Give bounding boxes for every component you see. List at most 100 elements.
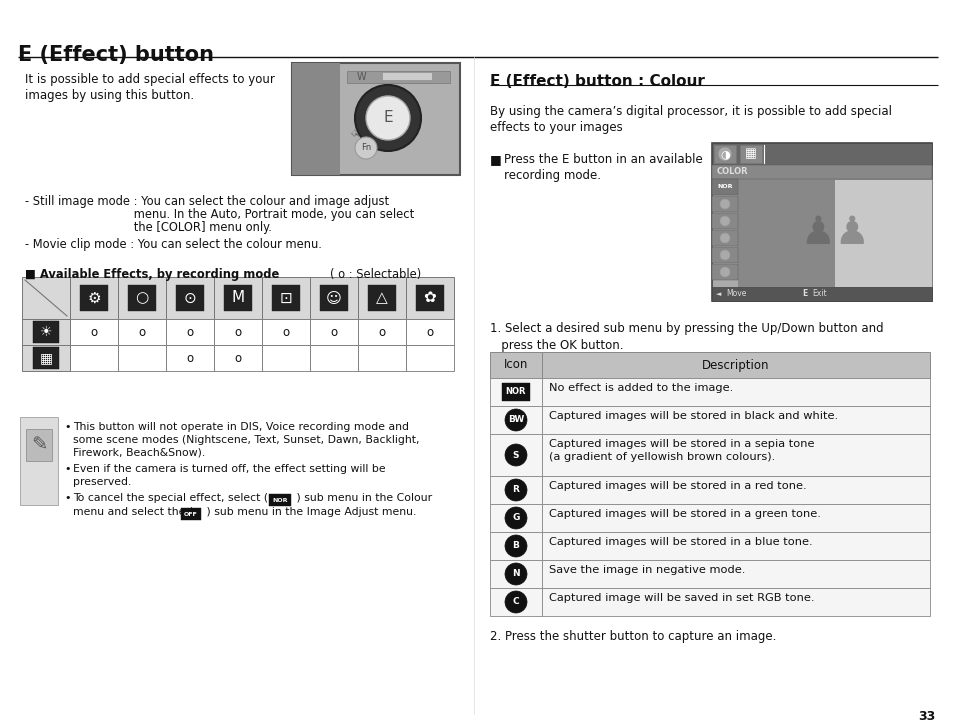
Text: It is possible to add special effects to your
images by using this button.: It is possible to add special effects to… — [25, 73, 274, 102]
Bar — [22, 319, 70, 345]
Text: NOR: NOR — [272, 498, 288, 503]
Bar — [713, 145, 735, 163]
Text: S: S — [512, 451, 518, 459]
Text: ☞: ☞ — [347, 128, 360, 142]
Bar — [416, 285, 443, 311]
Text: ✿: ✿ — [423, 290, 436, 305]
Text: Save the image in negative mode.: Save the image in negative mode. — [548, 565, 744, 575]
Text: Icon: Icon — [503, 359, 528, 372]
Text: Even if the camera is turned off, the effect setting will be
preserved.: Even if the camera is turned off, the ef… — [73, 464, 385, 487]
Bar — [541, 588, 929, 616]
Bar — [490, 532, 541, 560]
Text: 1. Select a desired sub menu by pressing the Up/Down button and
   press the OK : 1. Select a desired sub menu by pressing… — [490, 322, 882, 351]
Text: ▦: ▦ — [39, 351, 52, 365]
Circle shape — [720, 233, 729, 243]
Text: ■ Available Effects, by recording mode: ■ Available Effects, by recording mode — [25, 268, 279, 281]
Text: ⊙: ⊙ — [183, 290, 196, 305]
Bar — [262, 345, 310, 371]
Text: BW: BW — [507, 415, 523, 425]
Bar — [490, 504, 541, 532]
Circle shape — [720, 250, 729, 260]
Bar — [319, 285, 348, 311]
Text: ) sub menu in the Image Adjust menu.: ) sub menu in the Image Adjust menu. — [203, 507, 416, 517]
Bar — [381, 72, 432, 80]
Circle shape — [504, 563, 526, 585]
Circle shape — [504, 409, 526, 431]
Bar — [26, 429, 52, 461]
Bar — [292, 63, 339, 175]
Bar — [738, 179, 931, 287]
Bar — [490, 352, 541, 378]
Text: 2. Press the shutter button to capture an image.: 2. Press the shutter button to capture a… — [490, 630, 776, 643]
Bar — [711, 143, 931, 301]
Text: - Movie clip mode : You can select the colour menu.: - Movie clip mode : You can select the c… — [25, 238, 321, 251]
Text: ) sub menu in the Colour: ) sub menu in the Colour — [293, 493, 432, 503]
Bar — [541, 476, 929, 504]
Text: C: C — [512, 598, 518, 606]
Bar — [118, 345, 166, 371]
Bar — [490, 434, 541, 476]
Text: ✎: ✎ — [30, 436, 47, 454]
Text: Captured images will be stored in black and white.: Captured images will be stored in black … — [548, 411, 838, 421]
Bar — [541, 434, 929, 476]
Bar — [490, 588, 541, 616]
Bar — [213, 277, 262, 319]
Text: o: o — [282, 325, 290, 338]
Text: ▦: ▦ — [744, 148, 756, 161]
Bar — [406, 277, 454, 319]
Text: 33: 33 — [917, 710, 934, 720]
Text: Press the E button in an available
recording mode.: Press the E button in an available recor… — [503, 153, 702, 182]
Text: E (Effect) button: E (Effect) button — [18, 45, 213, 65]
Text: Captured images will be stored in a blue tone.: Captured images will be stored in a blue… — [548, 537, 812, 547]
Text: o: o — [234, 325, 241, 338]
Circle shape — [355, 85, 420, 151]
Bar — [272, 285, 299, 311]
Text: Captured image will be saved in set RGB tone.: Captured image will be saved in set RGB … — [548, 593, 814, 603]
Text: NOR: NOR — [505, 387, 526, 397]
Text: •: • — [64, 422, 71, 432]
Bar — [406, 345, 454, 371]
Bar — [711, 196, 738, 212]
Circle shape — [504, 591, 526, 613]
Text: o: o — [186, 351, 193, 364]
Text: ⊡: ⊡ — [279, 290, 292, 305]
Bar — [22, 277, 70, 319]
Text: •: • — [64, 493, 71, 503]
Text: •: • — [64, 464, 71, 474]
Bar — [738, 179, 834, 287]
Circle shape — [720, 199, 729, 209]
Bar — [70, 277, 118, 319]
Bar — [406, 319, 454, 345]
Bar — [357, 345, 406, 371]
Bar — [541, 378, 929, 406]
Bar — [269, 494, 291, 506]
Text: Fn: Fn — [360, 143, 371, 153]
Text: ( o : Selectable): ( o : Selectable) — [330, 268, 421, 281]
Text: ⚙: ⚙ — [87, 290, 101, 305]
Circle shape — [504, 507, 526, 529]
Bar — [711, 143, 931, 165]
Text: △: △ — [375, 290, 388, 305]
Bar — [70, 319, 118, 345]
Text: o: o — [138, 325, 146, 338]
Text: E: E — [383, 110, 393, 125]
Circle shape — [504, 479, 526, 501]
Bar — [541, 406, 929, 434]
Circle shape — [366, 96, 410, 140]
Bar — [490, 406, 541, 434]
Text: E: E — [801, 289, 806, 299]
Bar — [262, 319, 310, 345]
Bar — [541, 352, 929, 378]
Text: o: o — [426, 325, 433, 338]
Text: W: W — [356, 72, 366, 82]
Bar — [541, 532, 929, 560]
Bar — [490, 476, 541, 504]
Bar — [711, 264, 738, 280]
Bar — [368, 285, 395, 311]
Bar — [310, 345, 357, 371]
Text: OFF: OFF — [184, 511, 197, 516]
Bar — [166, 277, 213, 319]
Bar — [118, 277, 166, 319]
Bar — [166, 345, 213, 371]
Text: B: B — [512, 541, 518, 551]
